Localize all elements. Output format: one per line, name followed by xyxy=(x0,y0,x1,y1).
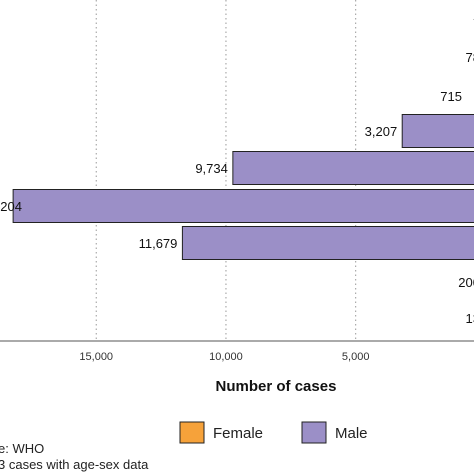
data-label: 1 xyxy=(473,8,474,23)
legend: Female Male xyxy=(179,421,368,444)
data-label: 9,734 xyxy=(195,161,228,176)
data-label: 78 xyxy=(466,50,474,65)
bar-male xyxy=(232,151,474,185)
cases-note: 3 cases with age-sex data xyxy=(0,457,149,472)
bars: 1 78 715 3,207 9,734 204 11,679 200 13 xyxy=(0,8,474,326)
data-label: 3,207 xyxy=(365,124,398,139)
source-note: e: WHO xyxy=(0,441,44,456)
x-axis-title: Number of cases xyxy=(216,378,337,395)
bar-male xyxy=(181,226,474,260)
data-label: 204 xyxy=(0,199,22,214)
data-label: 11,679 xyxy=(139,236,178,251)
x-tick-label: 10,000 xyxy=(209,351,243,363)
data-label: 13 xyxy=(466,311,474,326)
data-label: 715 xyxy=(440,89,462,104)
legend-swatch-female xyxy=(179,421,205,444)
x-tick-label: 15,000 xyxy=(79,351,113,363)
legend-swatch-male xyxy=(301,421,327,444)
gridlines xyxy=(95,0,357,341)
data-label: 200 xyxy=(458,275,474,290)
bar-male xyxy=(12,189,474,223)
legend-label-male: Male xyxy=(335,425,368,442)
legend-label-female: Female xyxy=(213,425,263,442)
x-tick-label: 5,000 xyxy=(342,351,370,363)
bar-male xyxy=(401,114,474,148)
